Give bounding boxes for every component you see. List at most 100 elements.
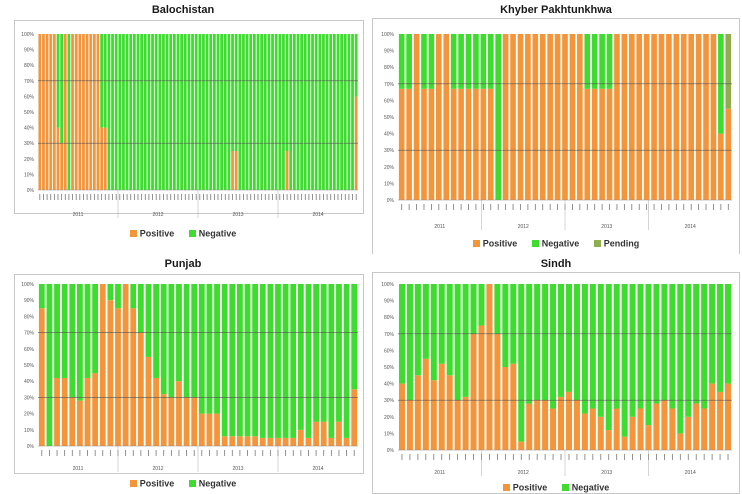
bar-negative bbox=[61, 284, 68, 378]
bar-negative bbox=[454, 284, 461, 401]
bar-positive bbox=[77, 400, 83, 446]
bar-positive bbox=[92, 34, 96, 190]
bar-positive bbox=[510, 34, 516, 200]
bar-negative bbox=[77, 284, 83, 401]
bar-negative bbox=[158, 34, 162, 190]
year-label: 2011 bbox=[434, 224, 445, 230]
bar-negative bbox=[153, 284, 159, 378]
bar-positive bbox=[237, 436, 243, 446]
bar-negative bbox=[205, 34, 209, 190]
bar-positive bbox=[137, 332, 144, 446]
y-tick-label: 20% bbox=[384, 415, 395, 421]
bar-negative bbox=[176, 34, 180, 190]
y-tick-label: 80% bbox=[384, 65, 395, 71]
bar-positive bbox=[130, 308, 137, 446]
bar-negative bbox=[661, 284, 668, 401]
y-tick-label: 10% bbox=[384, 181, 395, 187]
bar-positive bbox=[605, 430, 612, 450]
bar-negative bbox=[542, 284, 549, 401]
bar-negative bbox=[717, 284, 724, 392]
bar-negative bbox=[340, 34, 344, 190]
chart-legend: Positive Negative bbox=[370, 482, 742, 493]
bar-negative bbox=[573, 284, 580, 401]
bar-negative bbox=[67, 34, 71, 190]
bar-negative bbox=[154, 34, 158, 190]
bar-positive bbox=[470, 333, 477, 450]
bar-negative bbox=[351, 34, 354, 190]
bar-negative bbox=[297, 284, 304, 430]
bar-negative bbox=[84, 284, 91, 378]
year-label: 2013 bbox=[232, 466, 243, 472]
year-label: 2012 bbox=[518, 470, 529, 476]
year-label: 2013 bbox=[601, 470, 612, 476]
bar-positive bbox=[336, 421, 342, 446]
bar-positive bbox=[628, 34, 635, 200]
bar-positive bbox=[502, 367, 509, 450]
chart-legend: Positive Negative Pending bbox=[370, 238, 742, 249]
bar-positive bbox=[428, 88, 435, 200]
bar-negative bbox=[271, 34, 274, 190]
bar-negative bbox=[282, 284, 289, 438]
bar-positive bbox=[406, 400, 413, 450]
bar-negative bbox=[584, 34, 591, 89]
bar-positive bbox=[275, 437, 281, 446]
bar-negative bbox=[285, 34, 289, 151]
bar-positive bbox=[606, 88, 613, 200]
chart-svg: 0% 10% 20% 30% 40% 50% 60% 70% 80% 90% 100% 2011 201… bbox=[21, 282, 358, 472]
y-tick-label: 50% bbox=[24, 363, 35, 369]
bar-negative bbox=[136, 34, 140, 190]
bar-negative bbox=[191, 284, 198, 398]
chart-title: Punjab bbox=[164, 258, 202, 270]
bar-positive bbox=[38, 308, 45, 446]
bar-negative bbox=[296, 34, 300, 190]
bar-negative bbox=[518, 284, 525, 442]
year-label: 2012 bbox=[152, 212, 163, 218]
bar-positive bbox=[252, 436, 259, 446]
bar-negative bbox=[187, 34, 191, 190]
bar-positive bbox=[49, 34, 53, 190]
chart-title: Sindh bbox=[540, 258, 572, 270]
bar-negative bbox=[320, 284, 327, 422]
bar-negative bbox=[160, 284, 167, 395]
bar-positive bbox=[297, 429, 304, 446]
bar-negative bbox=[685, 284, 692, 417]
chart-legend: Positive Negative bbox=[0, 228, 366, 239]
bar-positive bbox=[685, 416, 692, 450]
year-label: 2013 bbox=[232, 212, 243, 218]
legend-label: Positive bbox=[512, 482, 548, 493]
bar-negative bbox=[245, 34, 249, 190]
bar-positive bbox=[677, 433, 684, 450]
bar-positive bbox=[614, 34, 620, 200]
y-tick-label: 0% bbox=[387, 198, 395, 204]
bar-negative bbox=[220, 34, 224, 190]
bar-positive bbox=[680, 34, 687, 200]
bar-negative bbox=[406, 284, 413, 401]
y-tick-label: 30% bbox=[24, 395, 35, 401]
bar-positive bbox=[525, 34, 531, 200]
bar-positive bbox=[577, 34, 583, 200]
bar-positive bbox=[458, 88, 464, 200]
bar-negative bbox=[510, 284, 517, 364]
year-label: 2014 bbox=[312, 212, 323, 218]
legend-positive: Positive bbox=[472, 238, 517, 249]
bar-positive bbox=[584, 88, 591, 200]
legend-label: Negative bbox=[571, 482, 610, 493]
bar-negative bbox=[701, 284, 708, 409]
bar-negative bbox=[406, 34, 412, 89]
bar-negative bbox=[238, 34, 242, 190]
y-tick-label: 30% bbox=[384, 398, 395, 404]
bar-negative bbox=[292, 34, 296, 190]
y-tick-label: 40% bbox=[384, 132, 395, 138]
bar-positive bbox=[643, 34, 650, 200]
bar-positive bbox=[542, 400, 549, 450]
bar-positive bbox=[710, 34, 717, 200]
bar-negative bbox=[526, 284, 533, 404]
bar-positive bbox=[695, 34, 702, 200]
plot-area bbox=[14, 20, 364, 214]
bar-negative bbox=[216, 34, 220, 190]
bar-positive bbox=[438, 363, 445, 450]
bar-negative bbox=[550, 284, 557, 409]
bar-negative bbox=[111, 34, 114, 190]
bar-positive bbox=[398, 383, 405, 450]
bar-positive bbox=[589, 408, 596, 450]
